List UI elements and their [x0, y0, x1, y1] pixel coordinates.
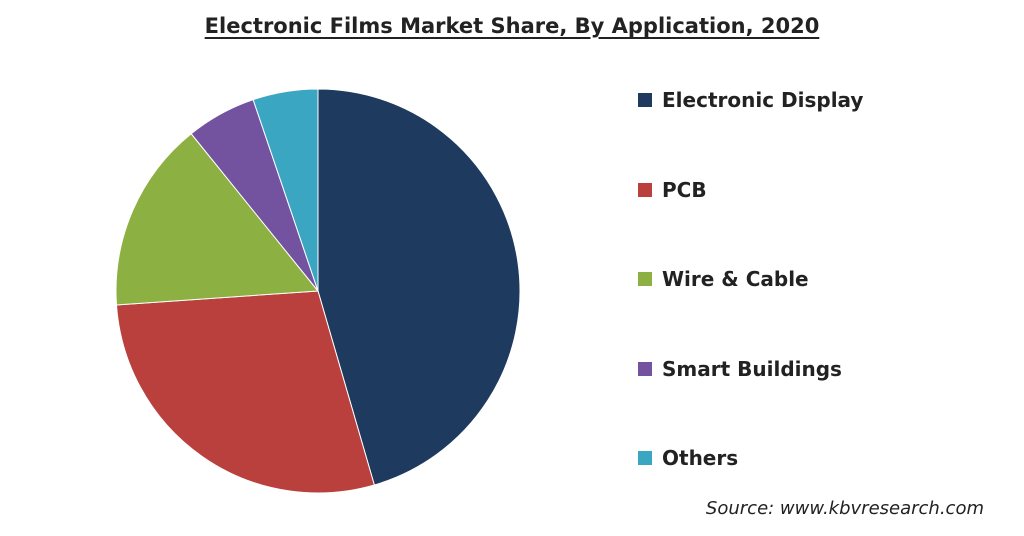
- legend-label: Smart Buildings: [662, 356, 842, 381]
- legend-item-electronic-display: Electronic Display: [638, 82, 938, 118]
- legend-swatch: [638, 93, 652, 107]
- legend-label: PCB: [662, 177, 707, 202]
- chart-legend: Electronic Display PCB Wire & Cable Smar…: [638, 82, 938, 530]
- legend-swatch: [638, 182, 652, 197]
- legend-swatch: [638, 361, 652, 376]
- pie-slice-wire-cable: [115, 133, 319, 306]
- pie-slice-others: [252, 88, 319, 292]
- legend-item-smart-buildings: Smart Buildings: [638, 351, 938, 387]
- legend-swatch: [638, 272, 652, 286]
- legend-label: Wire & Cable: [662, 267, 809, 291]
- legend-swatch: [638, 451, 652, 465]
- legend-label: Electronic Display: [662, 88, 864, 112]
- legend-item-pcb: PCB: [638, 172, 938, 208]
- chart-title: Electronic Films Market Share, By Applic…: [0, 14, 1024, 38]
- legend-item-others: Others: [638, 440, 938, 476]
- legend-label: Others: [662, 446, 739, 470]
- chart-title-text: Electronic Films Market Share, By Applic…: [204, 14, 820, 38]
- pie-slice-electronic-display: [317, 88, 521, 486]
- source-note: Source: www.kbvresearch.com: [705, 498, 984, 519]
- legend-item-wire-cable: Wire & Cable: [638, 261, 938, 297]
- pie-slice-pcb: [115, 290, 375, 494]
